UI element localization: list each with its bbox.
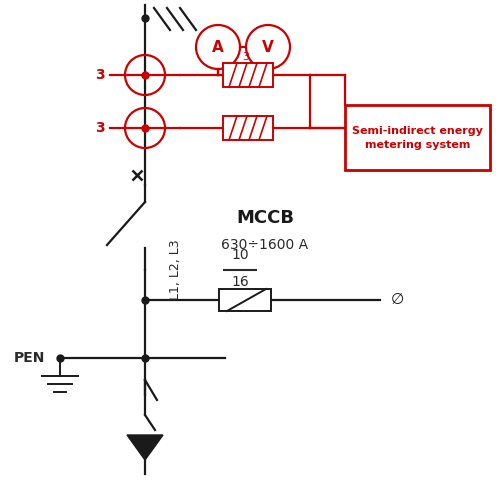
Polygon shape: [127, 435, 163, 460]
Text: 3: 3: [95, 68, 105, 82]
Bar: [219, 289, 271, 311]
Text: PEN: PEN: [14, 351, 45, 365]
Bar: [223, 63, 273, 87]
Text: 630÷1600 A: 630÷1600 A: [222, 238, 308, 252]
Text: 3: 3: [242, 52, 249, 62]
Text: Semi-indirect energy
metering system: Semi-indirect energy metering system: [352, 125, 483, 149]
Text: 10: 10: [231, 248, 249, 262]
Text: $\varnothing$: $\varnothing$: [390, 293, 404, 308]
Text: 16: 16: [231, 275, 249, 289]
Text: L1, L2, L3: L1, L2, L3: [168, 240, 181, 300]
Text: 3: 3: [95, 121, 105, 135]
Text: A: A: [212, 40, 224, 54]
Text: MCCB: MCCB: [236, 209, 294, 227]
Bar: [345, 105, 490, 170]
Bar: [223, 116, 273, 140]
Text: V: V: [262, 40, 274, 54]
